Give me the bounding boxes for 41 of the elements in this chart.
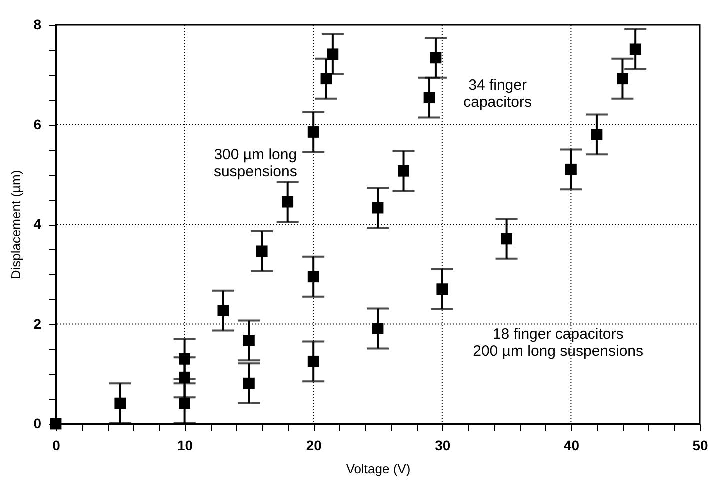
point <box>320 73 332 85</box>
y-tick-label: 2 <box>34 316 42 332</box>
annotation: 300 µm long suspensions <box>214 146 298 181</box>
y-tick-label: 4 <box>34 216 42 232</box>
annotation: 18 finger capacitors 200 µm long suspensions <box>473 326 644 360</box>
point <box>566 164 577 176</box>
point <box>218 305 230 316</box>
point <box>308 126 320 138</box>
x-tick-label: 20 <box>306 438 322 454</box>
x-axis-title: Voltage (V) <box>346 462 411 476</box>
point <box>501 233 512 245</box>
point <box>179 372 190 384</box>
point <box>179 398 190 410</box>
point <box>179 353 190 365</box>
y-tick-label: 8 <box>34 16 42 32</box>
point <box>436 284 448 296</box>
point <box>327 48 339 60</box>
point <box>424 92 436 104</box>
point <box>372 323 384 334</box>
point <box>630 44 642 56</box>
point <box>308 356 320 368</box>
x-tick-label: 0 <box>52 438 61 454</box>
y-tick-label: 0 <box>34 416 42 432</box>
x-tick-label: 30 <box>435 438 451 454</box>
point <box>256 246 268 258</box>
point <box>372 202 384 214</box>
annotation: 34 finger capacitors <box>464 76 532 111</box>
point <box>617 73 628 85</box>
x-tick-label: 40 <box>564 438 580 454</box>
y-axis-title: Displacement (µm) <box>8 170 24 280</box>
point <box>430 52 442 64</box>
point <box>244 335 255 346</box>
point <box>244 378 255 390</box>
point <box>398 165 410 177</box>
x-tick-label: 10 <box>178 438 194 454</box>
y-tick-label: 6 <box>34 116 42 132</box>
point <box>114 398 126 410</box>
point <box>591 129 603 140</box>
point <box>308 271 320 283</box>
point <box>282 196 294 208</box>
x-tick-label: 50 <box>692 438 708 454</box>
